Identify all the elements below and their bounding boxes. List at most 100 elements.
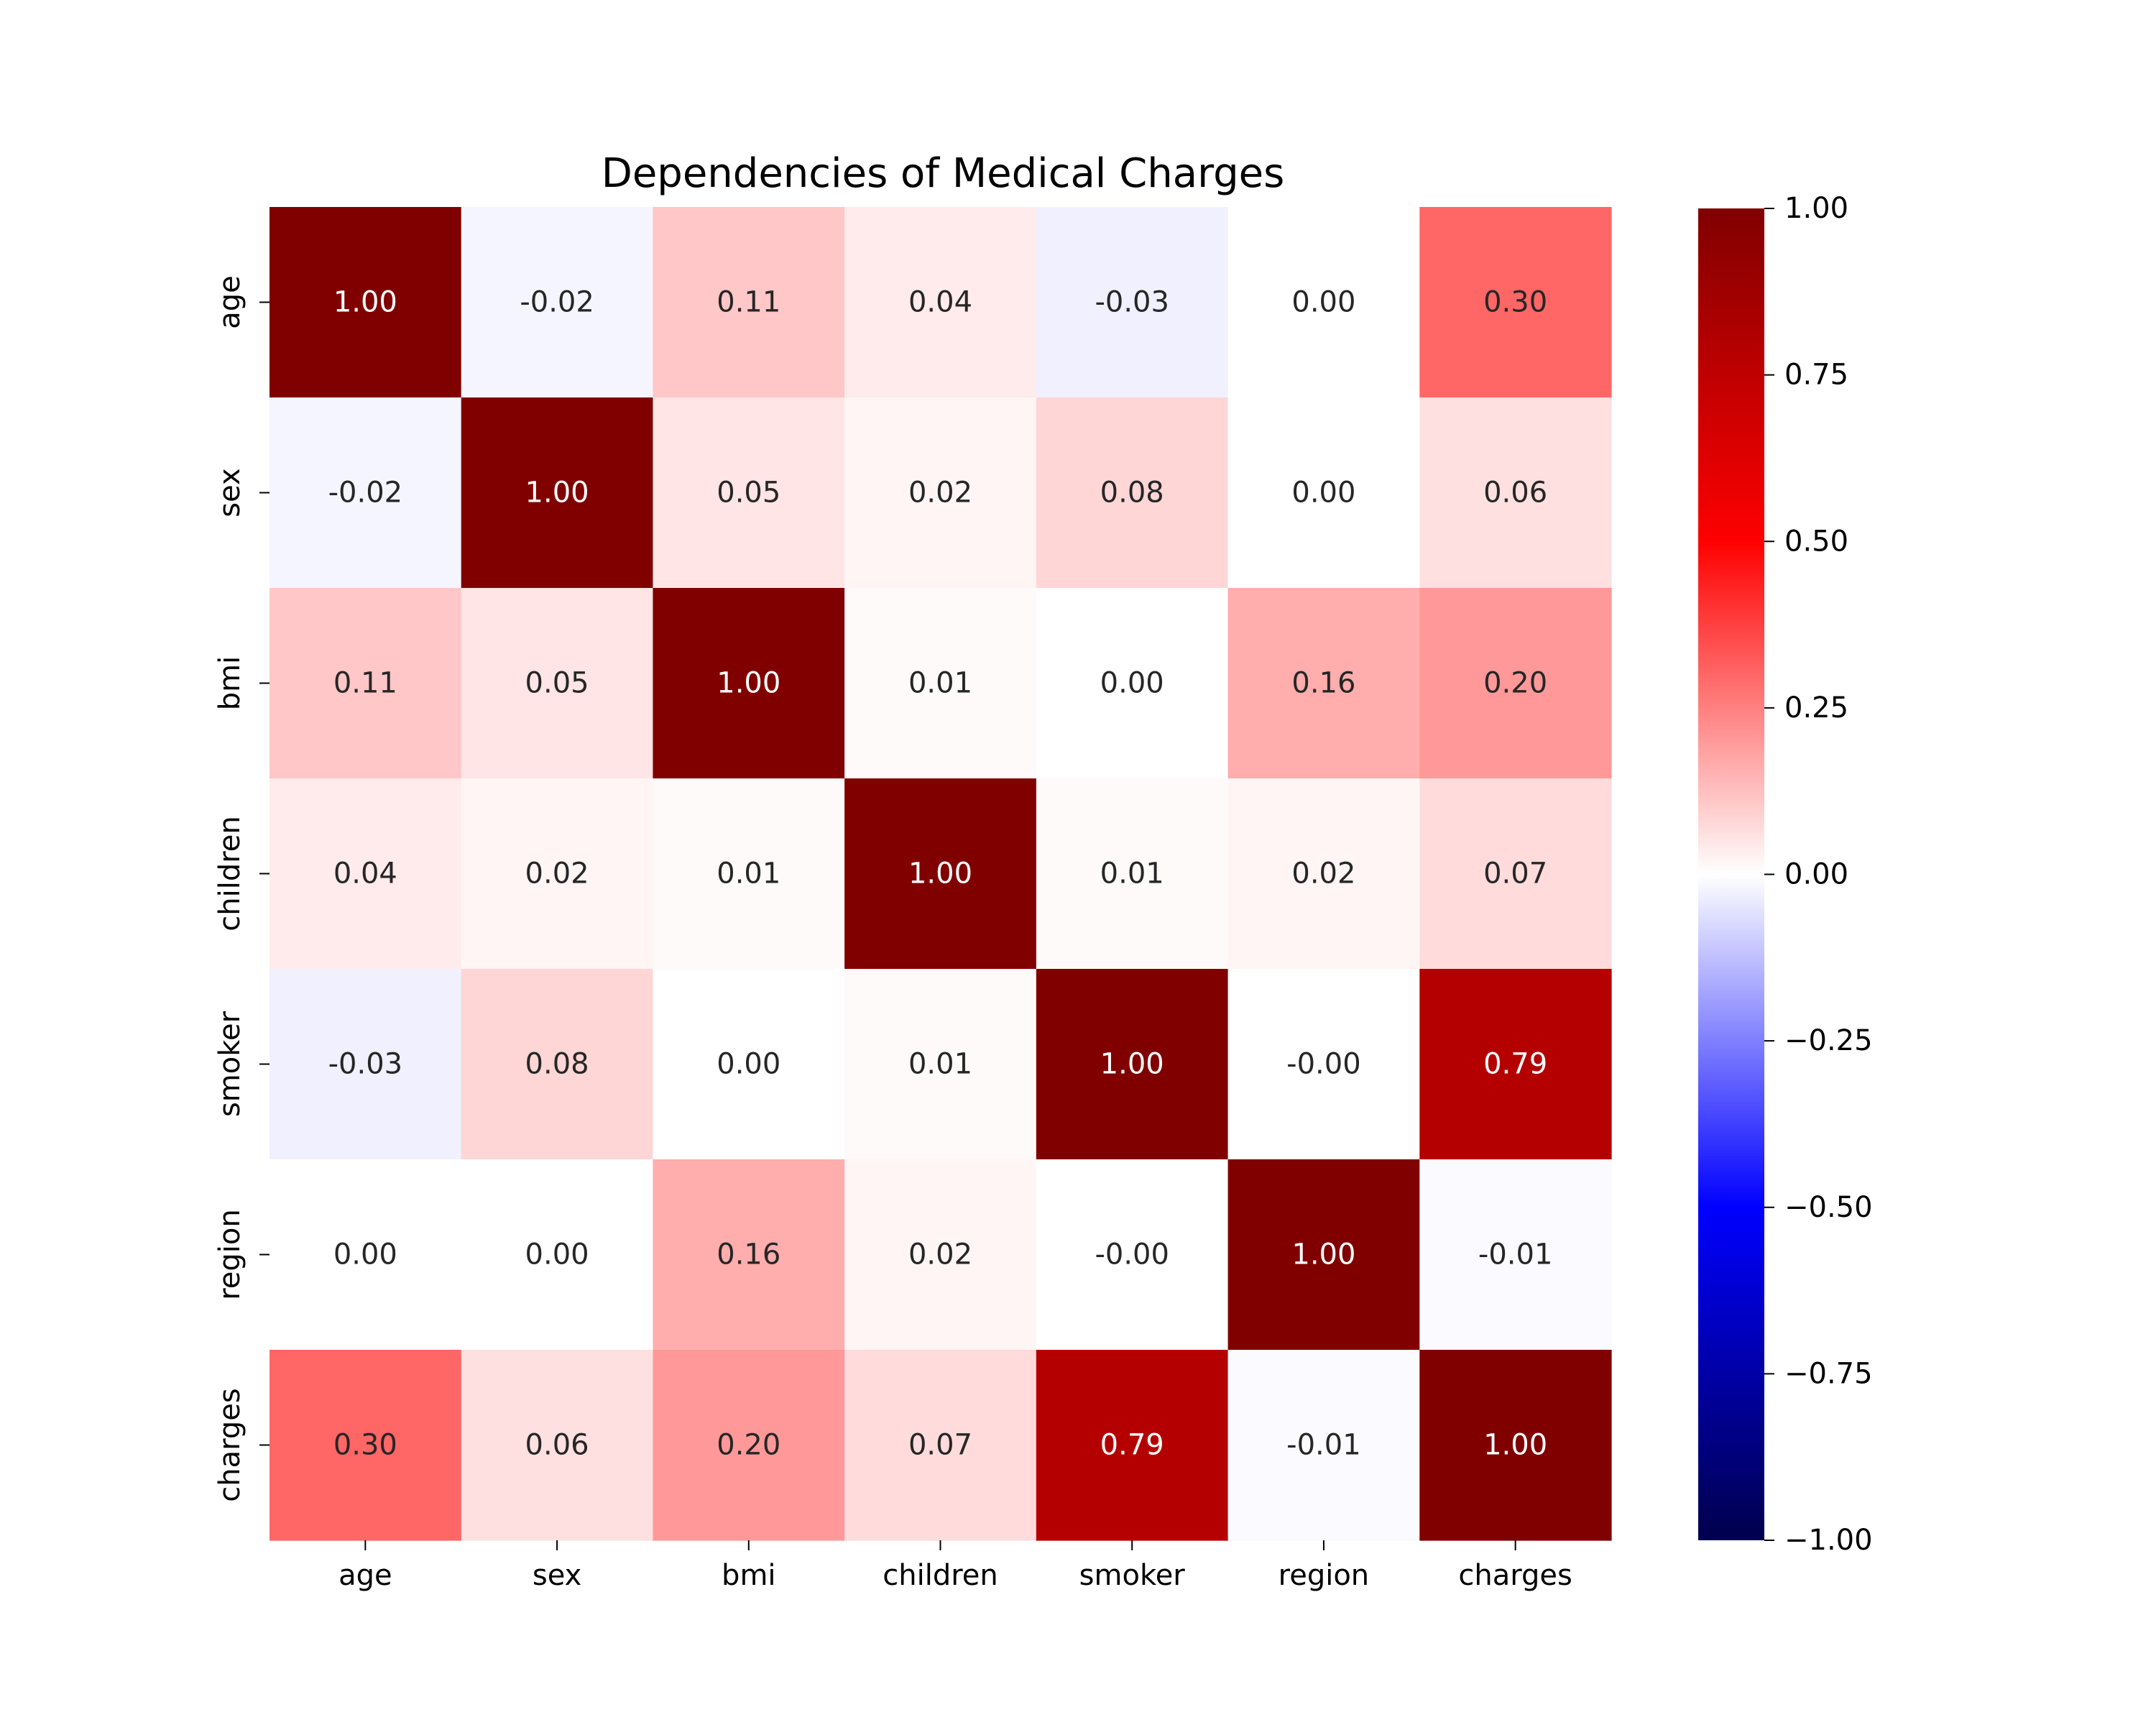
cell-value-label: -0.00 [1286,1048,1361,1081]
cell-value-label: 0.06 [525,1429,589,1462]
x-tick-label: age [338,1559,392,1592]
heatmap-cell [1036,207,1229,398]
heatmap-cell [461,969,654,1160]
cell-value-label: 0.79 [1100,1429,1164,1462]
cell-value-label: 0.04 [333,857,397,891]
colorbar-tick-label: 0.50 [1784,525,1848,558]
heatmap-cell [1419,397,1612,589]
cell-value-label: 0.11 [717,286,780,319]
x-tick-label: sex [533,1559,581,1592]
heatmap-cell [1227,588,1420,779]
cell-value-label: -0.01 [1478,1238,1553,1271]
colorbar-tick-label: −1.00 [1784,1524,1873,1557]
colorbar-tick-label: 0.00 [1784,858,1848,891]
cell-value-label: 0.01 [1100,857,1164,891]
heatmap-cell [461,778,654,970]
x-tick-label: region [1279,1559,1370,1592]
cell-value-label: 0.00 [1291,286,1355,319]
cell-value-label: 0.00 [1291,477,1355,510]
heatmap-cell [461,1350,654,1541]
heatmap-cell [1419,778,1612,970]
cell-value-label: 0.08 [1100,477,1164,510]
heatmap-cell [461,397,654,589]
cell-value-label: 0.07 [908,1429,972,1462]
cell-value-label: 0.79 [1483,1048,1547,1081]
heatmap-cell [1419,207,1612,398]
heatmap-cell [270,778,462,970]
heatmap-cell [653,1159,845,1351]
colorbar [1698,208,1764,1540]
heatmap-cell [1036,1159,1229,1351]
cell-value-label: 0.30 [1483,286,1547,319]
heatmap-cell [1036,397,1229,589]
heatmap-cell [1227,397,1420,589]
cell-value-label: 0.02 [525,857,589,891]
heatmap-cell [270,588,462,779]
cell-value-label: 1.00 [717,667,780,700]
y-tick-label: charges [213,1388,247,1501]
x-tick-label: charges [1458,1559,1572,1592]
heatmap-cell [844,1159,1037,1351]
cell-value-label: 0.11 [333,667,397,700]
cell-value-label: 0.00 [525,1238,589,1271]
heatmap-cell [1227,778,1420,970]
heatmap-cell [653,588,845,779]
x-tick-label: bmi [722,1559,775,1592]
cell-value-label: 0.16 [717,1238,780,1271]
chart-title: Dependencies of Medical Charges [602,150,1285,197]
y-tick-label: age [213,275,247,329]
heatmap-cell [844,207,1037,398]
y-tick-label: children [213,816,247,932]
heatmap-cell [844,1350,1037,1541]
cell-value-label: 1.00 [1291,1238,1355,1271]
heatmap-cell [844,588,1037,779]
colorbar-tick-label: 1.00 [1784,192,1848,225]
cell-value-label: 0.00 [717,1048,780,1081]
cell-value-label: -0.01 [1286,1429,1361,1462]
cell-value-label: 0.02 [908,477,972,510]
y-tick-label: smoker [213,1011,247,1117]
heatmap-cell-labels: 1.00 -0.02 0.11 0.04 -0.03 0.00 0.30 -0.02 1.00 0… [328,286,1553,1462]
x-tick-label: smoker [1079,1559,1186,1592]
y-axis: age sex bmi children smoker region charges [213,275,270,1502]
heatmap-cell [1419,1350,1612,1541]
heatmap-cell [270,207,462,398]
cell-value-label: 0.30 [333,1429,397,1462]
heatmap-cell [1036,969,1229,1160]
cell-value-label: -0.00 [1095,1238,1169,1271]
cell-value-label: 0.08 [525,1048,589,1081]
colorbar-tick-label: 0.25 [1784,691,1848,724]
cell-value-label: 0.06 [1483,477,1547,510]
x-tick-label: children [883,1559,998,1592]
cell-value-label: -0.02 [328,477,403,510]
heatmap-cell [653,207,845,398]
cell-value-label: 0.02 [1291,857,1355,891]
heatmap-cell [270,1350,462,1541]
cell-value-label: 0.01 [717,857,780,891]
x-axis: age sex bmi children smoker region charges [338,1540,1572,1592]
colorbar-tick-label: 0.75 [1784,359,1848,392]
heatmap-cell [461,588,654,779]
heatmap-cell [1419,1159,1612,1351]
heatmap-cell [1227,1350,1420,1541]
colorbar-tick-label: −0.50 [1784,1191,1873,1224]
heatmap-cell [461,207,654,398]
cell-value-label: 0.04 [908,286,972,319]
heatmap-cell [1227,969,1420,1160]
colorbar-tick-label: −0.75 [1784,1357,1873,1390]
heatmap-cell [461,1159,654,1351]
heatmap-cell [270,969,462,1160]
heatmap-cell [270,397,462,589]
heatmap-cell [1036,1350,1229,1541]
heatmap-cell [653,969,845,1160]
heatmap-cell [1227,207,1420,398]
cell-value-label: 0.20 [1483,667,1547,700]
y-tick-label: bmi [213,656,247,710]
heatmap-cell [653,1350,845,1541]
cell-value-label: 0.05 [525,667,589,700]
cell-value-label: 1.00 [908,857,972,891]
cell-value-label: 0.02 [908,1238,972,1271]
cell-value-label: 0.01 [908,667,972,700]
cell-value-label: -0.03 [1095,286,1169,319]
